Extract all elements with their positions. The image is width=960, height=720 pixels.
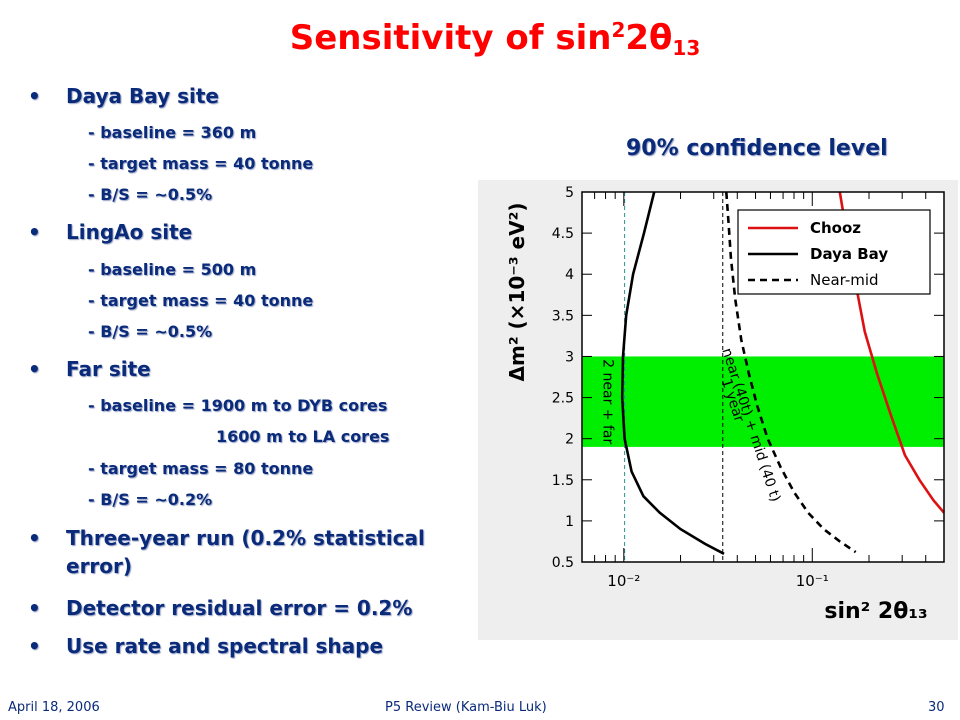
y-tick-label: 4 bbox=[565, 267, 574, 283]
x-axis-label: sin² 2θ₁₃ bbox=[824, 599, 927, 624]
sub-bullet: - B/S = ~0.2% bbox=[88, 490, 213, 509]
bullet-far-site: • Far site bbox=[28, 357, 151, 381]
y-tick-label: 0.5 bbox=[552, 555, 574, 571]
bullet-text: Daya Bay site bbox=[66, 84, 219, 108]
legend-label-2: Near-mid bbox=[810, 271, 879, 289]
bullet-text: Use rate and spectral shape bbox=[66, 634, 384, 658]
bullet-text: Far site bbox=[66, 357, 151, 381]
title-subscript: 13 bbox=[672, 36, 701, 60]
footer-date: April 18, 2006 bbox=[8, 700, 100, 715]
sub-bullet: - baseline = 500 m bbox=[88, 260, 257, 279]
y-tick-label: 1.5 bbox=[552, 473, 574, 489]
title-superscript: 2 bbox=[611, 18, 626, 42]
legend-box bbox=[737, 209, 931, 295]
bullet-rate-shape: • Use rate and spectral shape bbox=[28, 634, 384, 658]
bullet-text: Three-year run (0.2% statistical bbox=[66, 526, 425, 550]
bullet-dot: • bbox=[28, 634, 41, 658]
sub-bullet: - target mass = 40 tonne bbox=[88, 154, 314, 173]
bullet-lingao: • LingAo site bbox=[28, 220, 193, 244]
slide-title: Sensitivity of sin22θ13 bbox=[0, 18, 960, 60]
y-tick-label: 5 bbox=[565, 185, 574, 201]
footer-page-number: 30 bbox=[928, 700, 945, 715]
bullet-dot: • bbox=[28, 357, 41, 381]
sub-bullet: - target mass = 80 tonne bbox=[88, 459, 314, 478]
sensitivity-band bbox=[582, 356, 944, 447]
sub-bullet: - baseline = 1900 m to DYB cores bbox=[88, 396, 388, 415]
y-tick-label: 2 bbox=[565, 432, 574, 448]
bullet-dot: • bbox=[28, 84, 41, 108]
y-tick-label: 2.5 bbox=[552, 391, 574, 407]
title-text: Sensitivity of sin bbox=[289, 18, 612, 58]
x-tick-label: 10⁻² bbox=[607, 572, 640, 590]
bullet-text: error) bbox=[66, 554, 133, 578]
curve-daya-bay bbox=[620, 191, 725, 555]
bullet-daya-bay: • Daya Bay site bbox=[28, 84, 219, 108]
sensitivity-chart: 0.5 1 1.5 2 2.5 3 3.5 4 4.5 5 10⁻² 10⁻¹ 2 near + fa… bbox=[478, 180, 958, 640]
legend-label-1: Daya Bay bbox=[810, 245, 888, 263]
bullet-dot: • bbox=[28, 526, 41, 550]
x-tick-label: 10⁻¹ bbox=[796, 572, 829, 590]
legend-label-0: Chooz bbox=[810, 219, 861, 237]
sub-bullet: - B/S = ~0.5% bbox=[88, 185, 213, 204]
y-tick-label: 3.5 bbox=[552, 308, 574, 324]
bullet-detector-error: • Detector residual error = 0.2% bbox=[28, 596, 413, 620]
curve-near-mid bbox=[725, 191, 857, 554]
bullet-dot: • bbox=[28, 220, 41, 244]
y-tick-label: 1 bbox=[565, 514, 574, 530]
y-axis-label: Δm² (×10⁻³ eV²) bbox=[505, 203, 529, 382]
bullet-text: Detector residual error = 0.2% bbox=[66, 596, 413, 620]
sub-bullet: - baseline = 360 m bbox=[88, 123, 257, 142]
confidence-label: 90% confidence level bbox=[626, 136, 888, 161]
bullet-three-year-run: • Three-year run (0.2% statistical bbox=[28, 526, 425, 550]
bullet-dot: • bbox=[28, 596, 41, 620]
sub-bullet-continuation: 1600 m to LA cores bbox=[216, 427, 390, 446]
legend: Chooz Daya Bay Near-mid bbox=[737, 209, 931, 295]
y-tick-label: 4.5 bbox=[552, 226, 574, 242]
title-theta: 2θ bbox=[625, 18, 673, 58]
bullet-continuation: error) bbox=[40, 554, 132, 578]
bullet-text: LingAo site bbox=[66, 220, 193, 244]
sub-bullet: - B/S = ~0.5% bbox=[88, 322, 213, 341]
footer-presenter: P5 Review (Kam-Biu Luk) bbox=[385, 700, 547, 715]
plot-frame bbox=[581, 191, 945, 563]
sub-bullet: - target mass = 40 tonne bbox=[88, 291, 314, 310]
annotation-2-near-far: 2 near + far bbox=[600, 359, 616, 444]
y-tick-label: 3 bbox=[565, 349, 574, 365]
